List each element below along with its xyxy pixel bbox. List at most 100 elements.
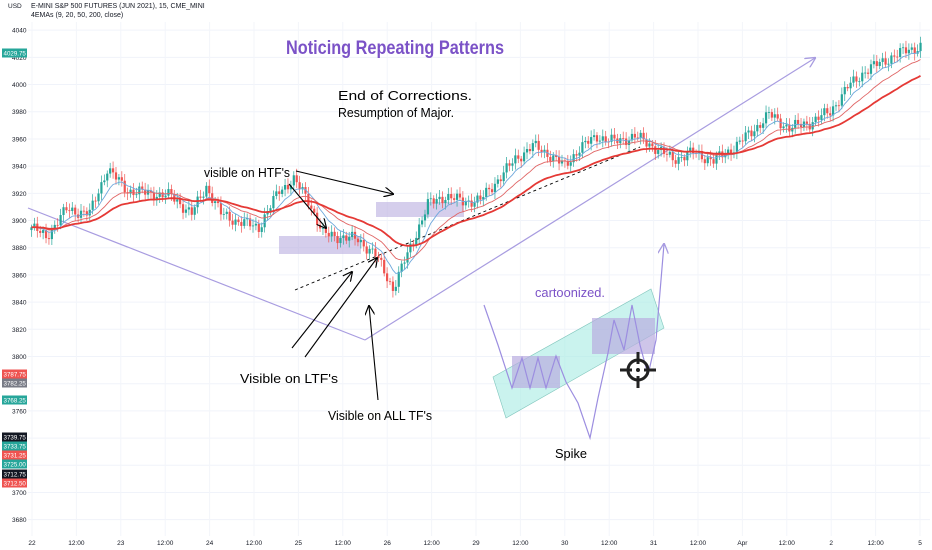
candle-body [476,195,479,203]
candle-body [429,198,432,200]
candle-body [269,208,272,212]
candle-body [648,143,651,147]
candle-body [899,48,902,57]
candle-body [109,168,112,174]
candle-body [651,143,654,147]
candle-body [336,236,339,244]
candle-body [750,130,753,137]
candle-body [231,220,234,225]
candle-body [878,61,881,67]
candle-body [837,105,841,107]
crosshair-target-icon[interactable] [620,352,656,388]
candle-body [525,149,529,153]
candle-body [432,198,435,204]
candle-body [120,177,123,181]
candle-body [913,47,916,54]
candle-body [727,149,730,155]
time-tick-label: 31 [650,540,658,547]
time-tick-label: 12:00 [68,540,85,547]
candle-body [371,248,374,250]
candle-body [671,151,674,161]
candle-body [193,207,196,215]
candle-body [508,163,511,166]
candle-body [79,210,83,218]
price-axis[interactable]: 3680370037203740376037803800382038403860… [0,0,28,550]
candle-body [464,201,467,206]
candle-body [307,193,310,206]
candle-body [406,252,409,263]
time-tick-label: 12:00 [157,540,174,547]
time-axis[interactable]: 22 12:00 23 12:00 24 12:00 25 12:00 26 12:00 29 12:… [28,540,922,547]
candle-body [627,140,631,146]
candle-body [729,149,733,155]
candle-body [592,135,596,138]
candle-body [50,229,53,240]
candle-body [418,224,421,238]
candle-body [318,224,322,229]
candle-body [152,192,155,201]
price-tag-label: 3712.75 [4,471,27,478]
candle-body [595,135,599,142]
candle-body [453,198,456,200]
candle-body [243,219,246,226]
price-tag-label: 3739.75 [4,434,27,441]
candle-body [843,86,846,95]
candle-body [47,238,51,240]
candle-body [114,172,118,180]
candle-body [53,224,56,230]
candle-body [528,149,532,152]
candle-body [782,126,785,129]
candle-body [560,160,564,164]
candle-body [875,61,878,67]
candle-body [668,151,671,155]
candle-body [289,185,292,190]
ema-9-line [31,50,921,274]
candle-body [374,248,377,257]
candle-body [639,132,642,138]
candle-body [683,157,686,161]
candle-body [630,133,634,141]
price-tick-label: 4000 [12,82,27,89]
candle-body [368,248,371,254]
indicator-legend[interactable]: 4EMAs (9, 20, 50, 200, close) [31,12,124,19]
candle-body [68,210,71,212]
candle-body [557,156,561,164]
candle-body [94,200,97,202]
candle-body [44,230,48,239]
candle-body [141,186,144,190]
candle-body [849,82,852,89]
candle-body [351,231,354,238]
candle-body [654,146,657,154]
candle-body [479,195,482,200]
candle-body [208,185,211,194]
candle-body [228,211,231,221]
candle-body [662,146,666,154]
time-tick-label: 2 [829,540,833,547]
price-tag-label: 3787.75 [4,371,27,378]
candle-body [458,193,462,198]
candle-body [511,163,514,166]
candle-body [473,202,476,207]
candle-body [537,140,540,150]
candle-body [625,138,628,146]
candle-body [759,125,762,128]
candle-body [222,213,225,215]
candle-body [106,173,109,181]
candle-body [575,154,578,156]
candle-body [412,243,415,245]
candle-body [770,112,773,118]
candle-body [286,184,290,190]
candle-body [794,119,797,128]
symbol-title[interactable]: E-MINI S&P 500 FUTURES (JUN 2021), 15, C… [31,3,205,10]
candle-body [275,191,278,197]
candle-body [248,218,252,227]
time-tick-label: 24 [206,540,214,547]
candle-body [657,150,660,154]
candle-body [254,223,258,226]
candle-body [665,153,669,155]
candle-body [485,187,488,197]
annotation-visible-ltf: Visible on LTF's [240,371,339,386]
candle-body [339,238,342,244]
candle-body [158,192,161,197]
